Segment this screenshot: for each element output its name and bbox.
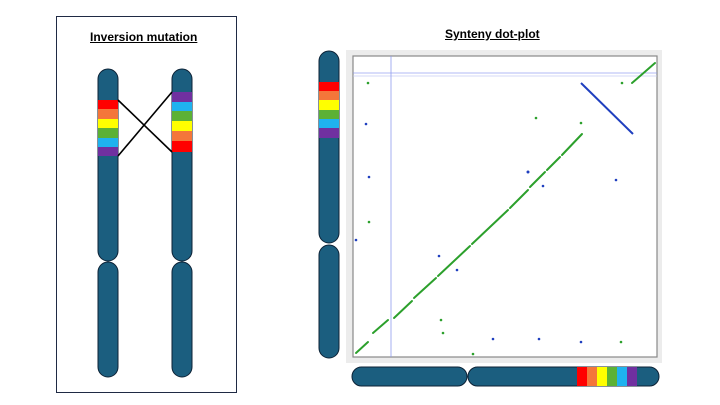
inverted-chromosome-bands	[172, 92, 192, 152]
xaxis-chromosome-bands	[577, 367, 637, 386]
dotplot-area	[352, 55, 658, 358]
inversion-cross-line-top	[117, 99, 173, 153]
original-chromosome-lower-arm	[97, 261, 119, 378]
inversion-cross-line-bottom	[117, 91, 173, 157]
dotplot-title: Synteny dot-plot	[445, 27, 540, 41]
original-chromosome-bands	[98, 100, 118, 156]
synteny-scatter-points	[354, 81, 624, 356]
synteny-forward-diagonal	[355, 62, 656, 354]
yaxis-chromosome-lower	[318, 244, 340, 359]
synteny-inversion-diagonal	[580, 82, 634, 135]
xaxis-chromosome-left	[351, 366, 468, 387]
inversion-panel	[56, 16, 237, 393]
yaxis-chromosome-upper	[318, 50, 340, 244]
yaxis-chromosome-bands	[319, 82, 339, 138]
inverted-chromosome-lower-arm	[171, 261, 193, 378]
original-chromosome-upper-arm	[97, 68, 119, 262]
inversion-title: Inversion mutation	[90, 30, 198, 44]
